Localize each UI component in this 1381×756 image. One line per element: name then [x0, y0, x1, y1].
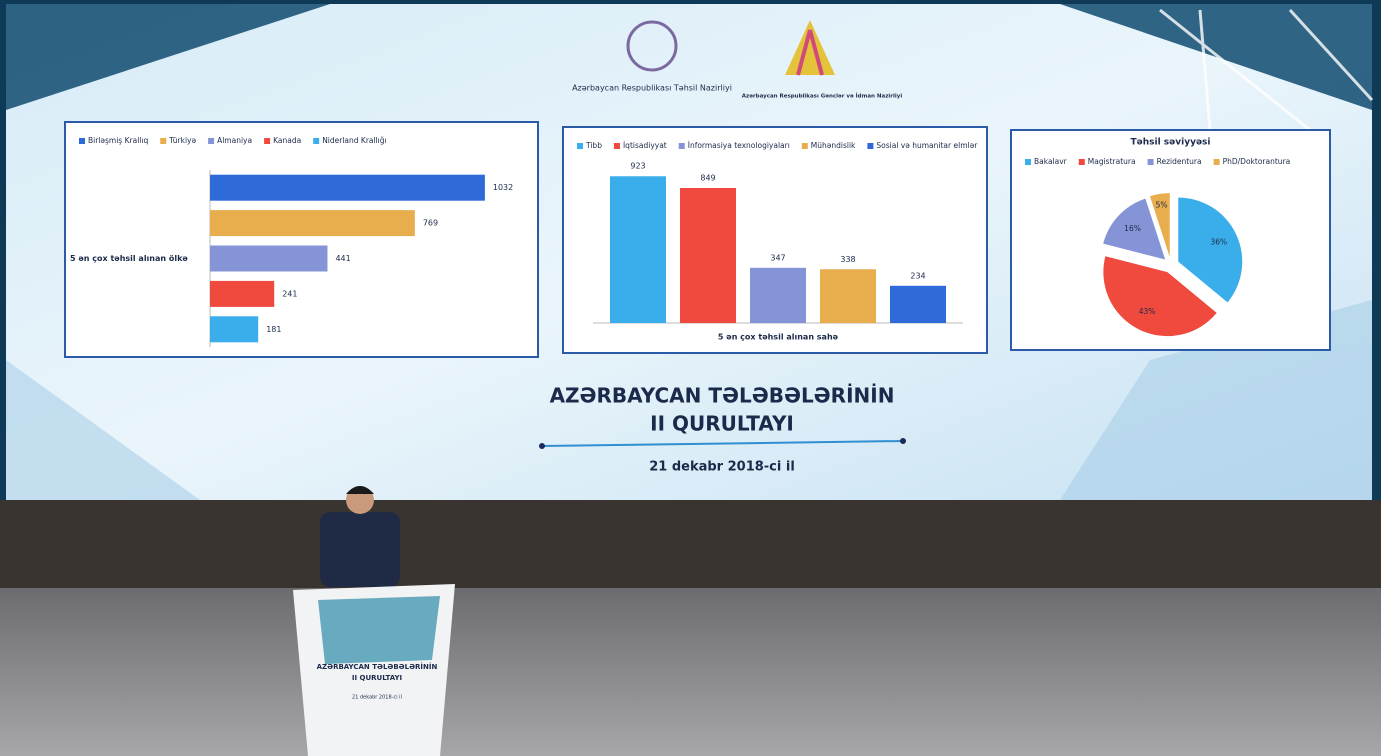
speaker — [320, 512, 400, 587]
data-label: 16% — [1124, 224, 1141, 233]
data-label: 849 — [700, 174, 715, 183]
legend-label: Tibb — [585, 141, 602, 150]
legend-label: Birləşmiş Krallıq — [88, 136, 148, 145]
data-label: 769 — [423, 219, 438, 228]
data-label: 441 — [335, 254, 350, 263]
legend-label: Niderland Krallığı — [322, 136, 386, 145]
logo-right-text: Azərbaycan Respublikası Gənclər və İdman… — [742, 93, 903, 100]
legend-swatch — [208, 138, 214, 144]
bar — [210, 281, 274, 307]
stage-floor — [0, 588, 1381, 756]
legend-label: PhD/Doktorantura — [1223, 157, 1291, 166]
data-label: 36% — [1210, 238, 1227, 247]
event-date: 21 dekabr 2018-ci il — [649, 460, 795, 475]
legend-swatch — [79, 138, 85, 144]
legend-swatch — [577, 143, 583, 149]
data-label: 234 — [910, 271, 925, 280]
data-label: 347 — [770, 253, 785, 262]
data-label: 1032 — [493, 183, 513, 192]
legend-swatch — [1148, 159, 1154, 165]
logo-left-text: Azərbaycan Respublikası Təhsil Nazirliyi — [572, 84, 732, 93]
chart-title: Təhsil səviyyəsi — [1130, 138, 1210, 148]
podium-title: II QURULTAYI — [352, 674, 402, 682]
event-title: AZƏRBAYCAN TƏLƏBƏLƏRİNİN — [550, 384, 895, 408]
legend-label: İqtisadiyyat — [623, 141, 667, 150]
bar — [610, 176, 666, 323]
legend-swatch — [614, 143, 620, 149]
data-label: 43% — [1139, 307, 1156, 316]
podium-date: 21 dekabr 2018-ci il — [352, 695, 402, 701]
legend-swatch — [1214, 159, 1220, 165]
legend-label: Rezidentura — [1157, 157, 1202, 166]
bar — [890, 286, 946, 323]
legend-swatch — [264, 138, 270, 144]
bar — [210, 316, 258, 342]
data-label: 241 — [282, 289, 297, 298]
chart-panel — [65, 122, 538, 357]
legend-swatch — [867, 143, 873, 149]
data-label: 338 — [840, 255, 855, 264]
bar — [750, 268, 806, 323]
event-title: II QURULTAYI — [650, 412, 794, 436]
legend-swatch — [1025, 159, 1031, 165]
podium-panel — [318, 596, 440, 664]
podium-title: AZƏRBAYCAN TƏLƏBƏLƏRİNİN — [317, 662, 438, 671]
x-axis-label: 5 ən çox təhsil alınan sahə — [718, 333, 839, 342]
bar — [210, 246, 327, 272]
legend-label: Türkiyə — [168, 136, 196, 145]
data-label: 181 — [266, 325, 281, 334]
legend-label: Almaniya — [217, 136, 252, 145]
bar — [210, 175, 485, 201]
legend-label: Mühəndislik — [811, 141, 856, 150]
bar — [680, 188, 736, 323]
event-divider-dot — [900, 438, 906, 444]
data-label: 5% — [1156, 200, 1168, 209]
legend-label: Magistratura — [1088, 157, 1136, 166]
legend-label: Kanada — [273, 136, 301, 145]
bar — [820, 269, 876, 323]
legend-swatch — [679, 143, 685, 149]
legend-swatch — [1079, 159, 1085, 165]
bar — [210, 210, 415, 236]
event-divider-dot — [539, 443, 545, 449]
legend-label: Sosial və humanitar elmlər — [876, 141, 978, 150]
legend-swatch — [313, 138, 319, 144]
stage-wall — [0, 500, 1381, 592]
data-label: 923 — [630, 162, 645, 171]
legend-swatch — [802, 143, 808, 149]
legend-label: İnformasiya texnologiyaları — [688, 141, 790, 150]
y-axis-label: 5 ən çox təhsil alınan ölkə — [70, 254, 188, 263]
scene: Azərbaycan Respublikası Təhsil Nazirliyi… — [0, 0, 1381, 756]
legend-swatch — [160, 138, 166, 144]
legend-label: Bakalavr — [1034, 157, 1068, 166]
page: Azərbaycan Respublikası Təhsil Nazirliyi… — [0, 0, 1381, 756]
